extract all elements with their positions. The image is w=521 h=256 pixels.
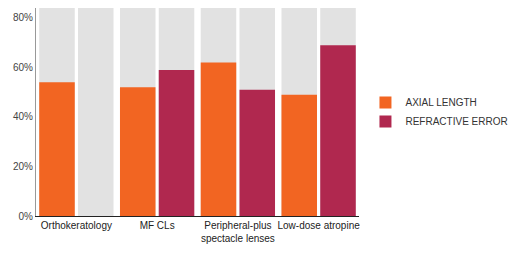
svg-text:Peripheral-plusspectacle lense: Peripheral-plusspectacle lenses bbox=[201, 220, 275, 244]
svg-text:AXIAL LENGTH: AXIAL LENGTH bbox=[405, 97, 476, 108]
svg-text:20%: 20% bbox=[13, 161, 33, 172]
svg-text:60%: 60% bbox=[13, 62, 33, 73]
svg-text:80%: 80% bbox=[13, 12, 33, 23]
svg-text:Orthokeratology: Orthokeratology bbox=[41, 220, 112, 231]
svg-text:REFRACTIVE ERROR: REFRACTIVE ERROR bbox=[405, 116, 507, 127]
svg-text:Low-dose atropine: Low-dose atropine bbox=[277, 220, 360, 231]
svg-text:0%: 0% bbox=[19, 211, 34, 222]
svg-text:40%: 40% bbox=[13, 111, 33, 122]
svg-text:MF CLs: MF CLs bbox=[140, 220, 175, 231]
